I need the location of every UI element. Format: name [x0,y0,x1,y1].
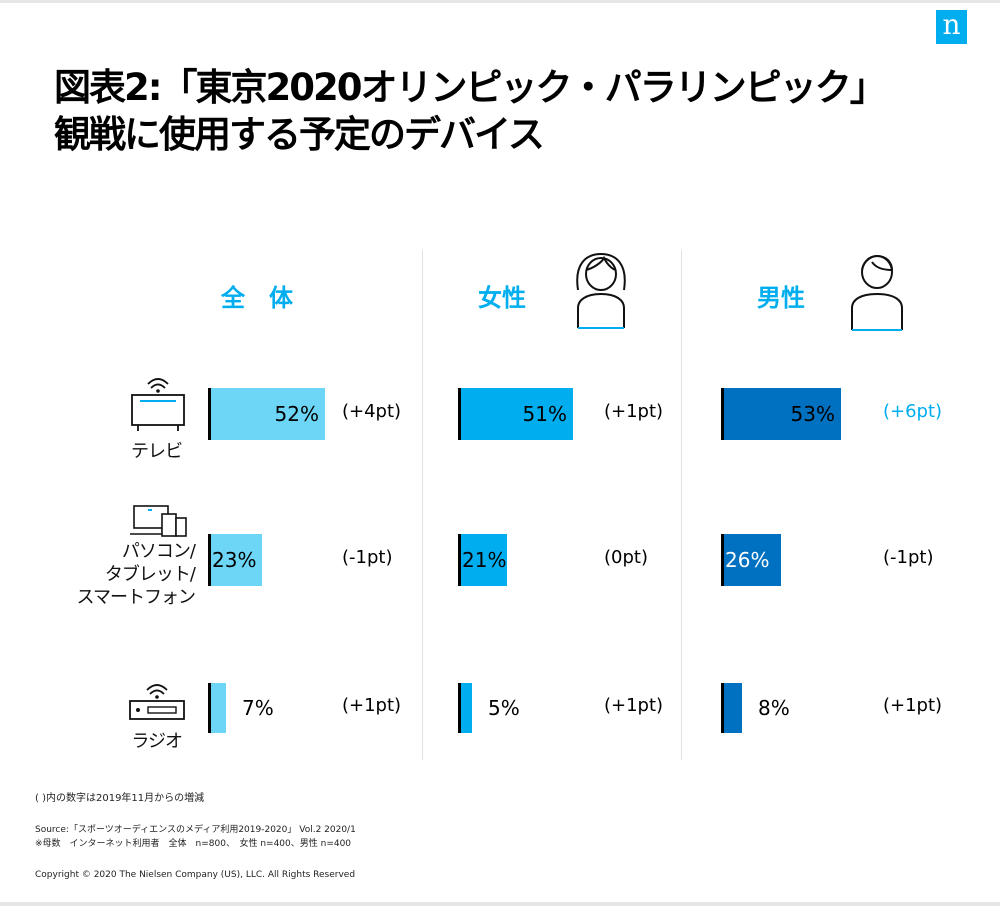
category-label-line: タブレット/ [104,564,196,585]
footnote-source: Source:「スポーツオーディエンスのメディア利用2019-2020」 Vol… [35,825,356,835]
bar-female-radio [461,683,472,733]
change-label: (+1pt) [604,695,664,716]
change-label: (+4pt) [342,401,402,422]
axis-line [458,534,461,586]
change-label: (0pt) [604,547,648,568]
axis-line [721,534,724,586]
change-label: (+1pt) [883,695,943,716]
bar-male-tv [724,388,841,440]
change-label: (-1pt) [883,547,934,568]
axis-line [458,683,461,733]
axis-line [458,388,461,440]
footnote-sample: ※母数 インターネット利用者 全体 n=800、 女性 n=400、男性 n=4… [35,839,352,849]
bottom-border [0,902,1000,906]
category-label-line: パソコン/ [121,541,196,562]
title-line-1: 図表2:「東京2020オリンピック・パラリンピック」 [54,66,887,109]
bar-male-devices [724,534,781,586]
value-label: 8% [758,696,790,720]
value-label: 26% [725,548,770,572]
axis-line [208,534,211,586]
category-label-tv: テレビ [131,440,183,463]
page-title: 図表2:「東京2020オリンピック・パラリンピック」 観戦に使用する予定のデバイ… [54,64,887,158]
radio-icon [129,684,185,720]
change-label: (+6pt) [883,401,943,422]
bar-total-tv [211,388,325,440]
bar-female-devices [461,534,507,586]
series-title-male: 男性 [757,284,805,312]
change-label: (+1pt) [604,401,664,422]
column-divider [681,250,682,760]
value-label: 52% [274,402,319,426]
copyright: Copyright © 2020 The Nielsen Company (US… [35,870,356,880]
value-label: 5% [488,696,520,720]
tv-icon [131,378,185,431]
value-label: 21% [462,548,507,572]
axis-line [208,388,211,440]
bar-female-tv [461,388,573,440]
column-divider [422,250,423,760]
series-title-total: 全 体 [221,284,293,312]
top-border [0,0,1000,3]
axis-line [721,388,724,440]
value-label: 23% [212,548,257,572]
category-label-line: スマートフォン [76,587,196,608]
axis-line [721,683,724,733]
value-label: 51% [522,402,567,426]
category-label-devices: パソコン/ タブレット/ スマートフォン [76,540,196,609]
female-person-icon [576,252,626,329]
change-label: (+1pt) [342,695,402,716]
change-label: (-1pt) [342,547,393,568]
title-line-2: 観戦に使用する予定のデバイス [54,113,545,156]
axis-line [208,683,211,733]
bar-male-radio [724,683,742,733]
value-label: 7% [242,696,274,720]
category-label-line: テレビ [131,441,183,462]
bar-total-radio [211,683,226,733]
devices-icon [130,505,187,537]
category-label-radio: ラジオ [131,730,183,753]
value-label: 53% [790,402,835,426]
bar-total-devices [211,534,262,586]
nielsen-logo: n [936,10,967,44]
footnote-note: ( )内の数字は2019年11月からの増減 [35,793,205,804]
category-label-line: ラジオ [131,731,183,752]
series-title-female: 女性 [478,284,526,312]
male-person-icon [851,254,903,331]
